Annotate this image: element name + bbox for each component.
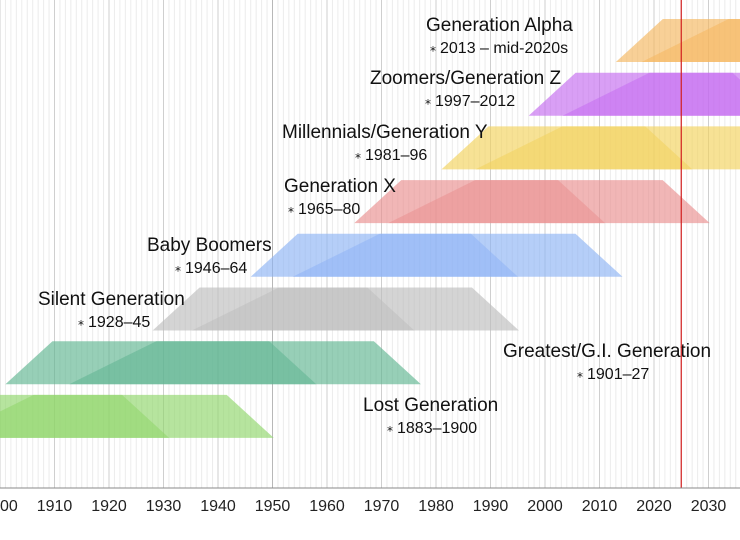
generation-band xyxy=(0,394,274,438)
generation-band xyxy=(354,180,710,224)
x-tick-label: 2010 xyxy=(582,498,618,515)
birth-star-icon: * xyxy=(387,424,393,438)
generation-name-label: Baby Boomers xyxy=(147,235,272,256)
generation-years-label: 1928–45 xyxy=(88,314,150,331)
birth-star-icon: * xyxy=(288,205,294,219)
generation-band xyxy=(615,19,740,62)
generation-band xyxy=(5,341,421,385)
x-tick-label: 1940 xyxy=(200,498,236,515)
generation-name-label: Silent Generation xyxy=(38,289,185,310)
x-tick-label: 1930 xyxy=(146,498,182,515)
generation-name-label: Lost Generation xyxy=(363,395,498,416)
generation-name-label: Generation Alpha xyxy=(426,15,573,36)
band-core xyxy=(562,72,740,116)
birth-star-icon: * xyxy=(175,264,181,278)
x-tick-label: 2000 xyxy=(527,498,563,515)
x-tick-label: 1900 xyxy=(0,498,18,515)
x-tick-label: 1990 xyxy=(473,498,509,515)
generation-years-label: 1901–27 xyxy=(587,366,649,383)
band-core xyxy=(641,19,740,62)
x-tick-label: 1920 xyxy=(91,498,127,515)
band-core xyxy=(69,341,317,385)
birth-star-icon: * xyxy=(355,151,361,165)
x-tick-label: 1980 xyxy=(418,498,454,515)
x-tick-label: 1960 xyxy=(309,498,345,515)
x-tick-label: 1950 xyxy=(255,498,291,515)
band-core xyxy=(292,233,518,277)
x-tick-label: 2020 xyxy=(636,498,672,515)
generation-name-label: Zoomers/Generation Z xyxy=(370,68,562,89)
generation-years-label: 1883–1900 xyxy=(397,420,477,437)
generation-years-label: 1981–96 xyxy=(365,147,427,164)
band-core xyxy=(475,126,693,170)
generation-years-label: 1997–2012 xyxy=(435,93,515,110)
generation-name-label: Generation X xyxy=(284,176,396,197)
generation-band xyxy=(441,126,740,170)
generation-band xyxy=(250,233,623,277)
birth-star-icon: * xyxy=(577,370,583,384)
x-tick-label: 1910 xyxy=(37,498,73,515)
x-tick-label: 2030 xyxy=(691,498,727,515)
generation-band xyxy=(528,72,740,116)
birth-star-icon: * xyxy=(78,318,84,332)
generation-band xyxy=(152,287,519,331)
generation-name-label: Millennials/Generation Y xyxy=(282,122,488,143)
band-core xyxy=(191,287,415,331)
band-core xyxy=(0,394,170,438)
generation-years-label: 1965–80 xyxy=(298,201,360,218)
band-core xyxy=(388,180,606,224)
generation-years-label: 2013 – mid-2020s xyxy=(440,40,568,57)
generation-name-label: Greatest/G.I. Generation xyxy=(503,341,711,362)
generation-years-label: 1946–64 xyxy=(185,260,247,277)
birth-star-icon: * xyxy=(430,44,436,58)
x-tick-label: 1970 xyxy=(364,498,400,515)
birth-star-icon: * xyxy=(425,97,431,111)
